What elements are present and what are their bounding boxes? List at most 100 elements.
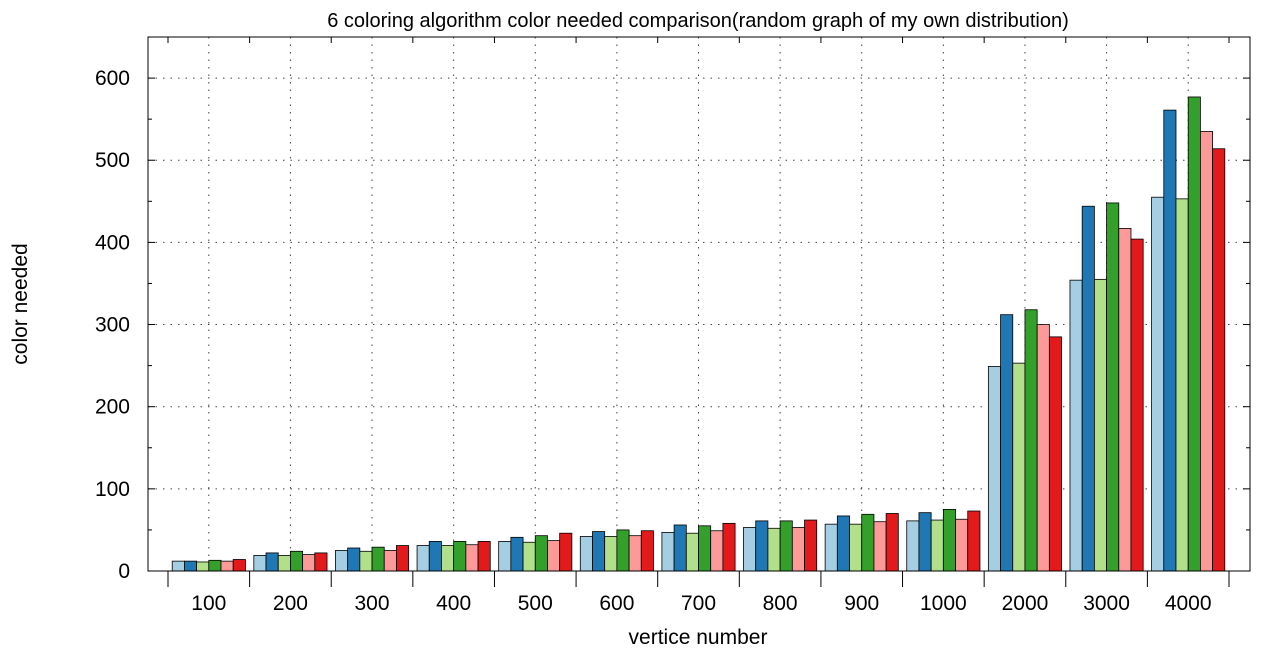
bar-100-series-6 — [232, 559, 246, 572]
bar-3000-series-5 — [1118, 228, 1132, 572]
plot-frame — [147, 36, 1251, 572]
x-axis: 100 200 300 400 500 600 700 800 900 1000 2000 3000 4… — [167, 37, 1230, 615]
bars — [171, 96, 1226, 572]
bar-600-series-3 — [604, 536, 618, 572]
bar-400-series-4 — [453, 541, 467, 572]
bar-3000-series-3 — [1093, 278, 1107, 572]
bar-300-series-6 — [396, 545, 410, 572]
bar-2000-series-3 — [1012, 362, 1026, 572]
y-axis-title: color needed — [9, 243, 32, 364]
bar-400-series-1 — [416, 545, 430, 572]
bar-4000-series-1 — [1151, 196, 1165, 572]
bar-500-series-5 — [547, 540, 561, 572]
bar-100-series-3 — [196, 561, 210, 572]
bar-1000-series-6 — [967, 510, 981, 572]
bar-2000-series-6 — [1048, 336, 1062, 572]
bar-300-series-4 — [371, 546, 385, 572]
bar-200-series-1 — [253, 554, 267, 572]
bar-700-series-4 — [698, 525, 712, 572]
x-tick-label: 500 — [518, 592, 553, 615]
bar-3000-series-1 — [1069, 279, 1083, 572]
bar-500-series-1 — [498, 541, 512, 572]
bar-200-series-4 — [290, 550, 304, 572]
bar-4000-series-5 — [1199, 131, 1213, 572]
bar-800-series-5 — [791, 527, 805, 572]
bar-400-series-3 — [441, 545, 455, 572]
x-axis-title: vertice number — [629, 626, 768, 649]
bar-100-series-4 — [208, 559, 222, 572]
bar-700-series-1 — [661, 531, 675, 572]
x-tick-label: 600 — [599, 592, 634, 615]
bar-900-series-6 — [885, 513, 899, 572]
bar-300-series-1 — [335, 550, 349, 572]
bar-1000-series-2 — [918, 512, 932, 572]
bar-900-series-2 — [836, 515, 850, 572]
bar-100-series-1 — [171, 560, 185, 572]
x-tick-label: 700 — [681, 592, 716, 615]
y-axis: 0 100 200 300 400 500 600 — [95, 67, 1250, 583]
x-tick-label: 200 — [273, 592, 308, 615]
x-tick-label: 100 — [191, 592, 226, 615]
x-tick-label: 3000 — [1083, 592, 1130, 615]
bar-3000-series-2 — [1081, 205, 1095, 572]
y-tick-label: 200 — [95, 396, 130, 419]
bar-400-series-6 — [477, 541, 491, 572]
bar-2000-series-4 — [1024, 309, 1038, 572]
y-tick-label: 600 — [95, 67, 130, 90]
bar-100-series-5 — [220, 560, 234, 572]
bar-800-series-4 — [779, 520, 793, 572]
bar-4000-series-3 — [1175, 198, 1189, 572]
bar-900-series-3 — [849, 523, 863, 572]
bar-700-series-5 — [710, 530, 724, 572]
bar-900-series-4 — [861, 513, 875, 572]
bar-800-series-2 — [755, 520, 769, 572]
bar-3000-series-4 — [1106, 202, 1120, 572]
y-tick-label: 0 — [118, 560, 130, 583]
bar-500-series-2 — [510, 536, 524, 572]
bar-300-series-5 — [383, 550, 397, 572]
bar-2000-series-5 — [1036, 324, 1050, 572]
bar-200-series-2 — [265, 552, 279, 572]
bar-3000-series-6 — [1130, 238, 1144, 572]
bar-2000-series-1 — [987, 366, 1001, 572]
bar-1000-series-4 — [942, 508, 956, 572]
bar-800-series-1 — [743, 527, 757, 572]
bar-500-series-4 — [534, 535, 548, 572]
bar-4000-series-4 — [1187, 96, 1201, 572]
bar-1000-series-3 — [930, 519, 944, 572]
bar-900-series-1 — [824, 523, 838, 572]
bar-1000-series-1 — [906, 520, 920, 572]
x-tick-label: 800 — [763, 592, 798, 615]
bar-400-series-2 — [428, 541, 442, 572]
bar-600-series-5 — [628, 535, 642, 572]
bar-300-series-2 — [347, 547, 361, 572]
y-tick-label: 300 — [95, 314, 130, 337]
bar-800-series-3 — [767, 527, 781, 572]
bar-200-series-5 — [302, 554, 316, 572]
y-tick-label: 500 — [95, 149, 130, 172]
bar-600-series-6 — [640, 530, 654, 572]
bar-600-series-2 — [592, 531, 606, 572]
bar-600-series-4 — [616, 529, 630, 572]
bar-4000-series-2 — [1163, 109, 1177, 572]
bar-900-series-5 — [873, 521, 887, 572]
bar-200-series-6 — [314, 552, 328, 572]
bar-1000-series-5 — [955, 518, 969, 572]
bar-800-series-6 — [804, 519, 818, 572]
y-tick-label: 100 — [95, 478, 130, 501]
bar-500-series-3 — [522, 541, 536, 572]
bar-2000-series-2 — [1000, 314, 1014, 572]
y-tick-label: 400 — [95, 231, 130, 254]
bar-500-series-6 — [559, 532, 573, 572]
x-tick-label: 1000 — [920, 592, 967, 615]
x-tick-label: 400 — [436, 592, 471, 615]
x-tick-label: 2000 — [1002, 592, 1049, 615]
bar-300-series-3 — [359, 550, 373, 572]
bar-600-series-1 — [579, 536, 593, 572]
x-tick-label: 900 — [844, 592, 879, 615]
bar-100-series-2 — [184, 560, 198, 572]
bar-700-series-2 — [673, 524, 687, 572]
bar-400-series-5 — [465, 544, 479, 572]
